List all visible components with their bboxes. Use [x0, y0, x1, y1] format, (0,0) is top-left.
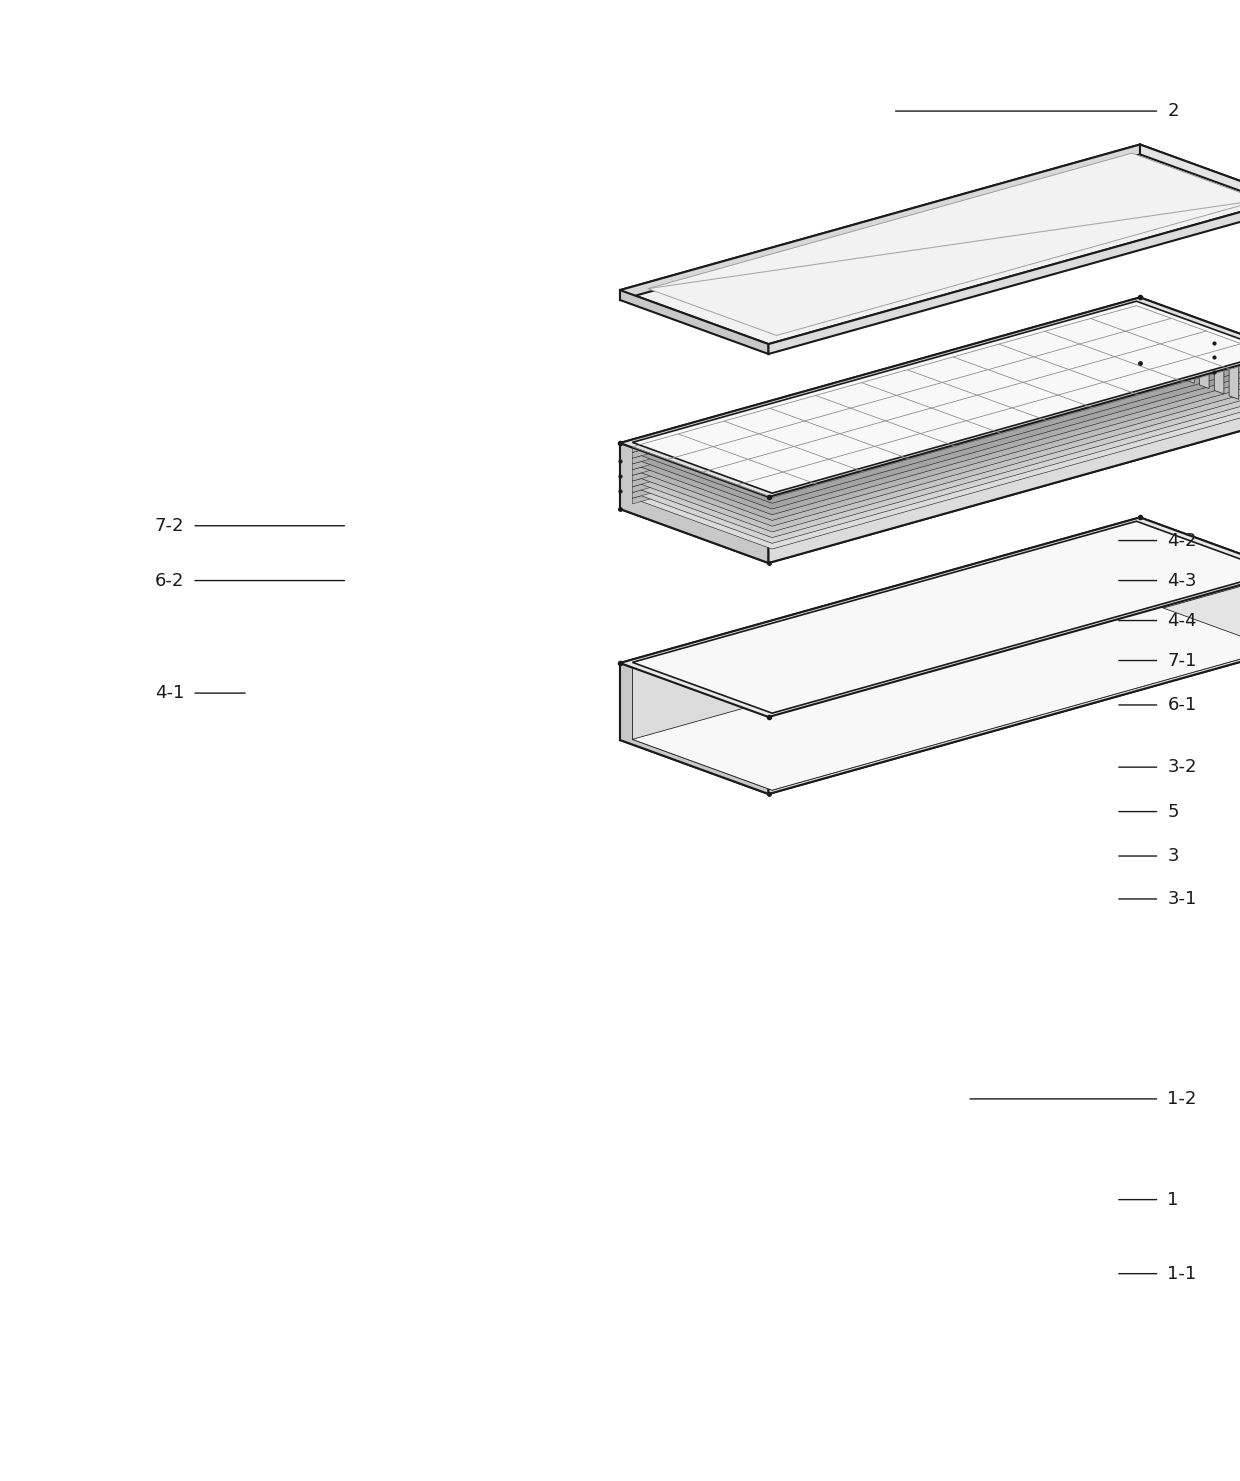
Polygon shape [632, 311, 1240, 504]
Polygon shape [632, 335, 1240, 526]
Text: 2: 2 [1167, 102, 1179, 120]
Polygon shape [620, 145, 1140, 301]
Polygon shape [632, 323, 1240, 515]
Polygon shape [620, 443, 769, 563]
Polygon shape [769, 572, 1240, 794]
Polygon shape [1192, 318, 1209, 324]
Polygon shape [1169, 308, 1179, 378]
Polygon shape [1184, 314, 1194, 384]
Polygon shape [1140, 145, 1240, 209]
Polygon shape [620, 517, 1240, 717]
Polygon shape [1140, 517, 1240, 649]
Text: 1-1: 1-1 [1167, 1265, 1197, 1283]
Polygon shape [632, 329, 1240, 520]
Polygon shape [632, 345, 1136, 493]
Polygon shape [1140, 298, 1240, 418]
Polygon shape [632, 317, 1240, 509]
Text: 3: 3 [1167, 847, 1179, 865]
Polygon shape [620, 663, 769, 794]
Polygon shape [769, 351, 1240, 563]
Polygon shape [632, 351, 1136, 498]
Text: 4-1: 4-1 [155, 684, 185, 702]
Text: 1: 1 [1167, 1191, 1179, 1208]
Polygon shape [632, 335, 1136, 481]
Text: 4-2: 4-2 [1167, 532, 1197, 549]
Polygon shape [632, 305, 1136, 453]
Polygon shape [632, 526, 1136, 739]
Polygon shape [1154, 302, 1164, 372]
Text: 6-1: 6-1 [1167, 696, 1197, 714]
Polygon shape [1136, 526, 1240, 649]
Text: 3-2: 3-2 [1167, 758, 1197, 776]
Polygon shape [632, 666, 773, 791]
Polygon shape [632, 301, 1240, 493]
Polygon shape [1221, 330, 1239, 336]
Polygon shape [632, 351, 1240, 544]
Polygon shape [632, 329, 1136, 475]
Polygon shape [632, 305, 1240, 498]
Polygon shape [769, 198, 1240, 354]
Polygon shape [1199, 318, 1209, 388]
Polygon shape [1132, 298, 1149, 304]
Text: 6-2: 6-2 [155, 572, 185, 589]
Polygon shape [632, 345, 1240, 538]
Polygon shape [620, 594, 1240, 794]
Polygon shape [632, 323, 1136, 469]
Polygon shape [620, 298, 1240, 498]
Polygon shape [1177, 314, 1194, 320]
Polygon shape [620, 517, 1140, 740]
Text: 3-1: 3-1 [1167, 890, 1197, 908]
Polygon shape [632, 341, 1240, 532]
Polygon shape [620, 363, 1240, 563]
Text: 5: 5 [1167, 803, 1179, 820]
Polygon shape [647, 153, 1240, 336]
Polygon shape [632, 311, 1136, 458]
Text: 1-2: 1-2 [1167, 1090, 1197, 1108]
Polygon shape [1147, 302, 1164, 308]
Text: 4-4: 4-4 [1167, 612, 1197, 629]
Polygon shape [1214, 324, 1224, 394]
Polygon shape [632, 341, 1136, 487]
Polygon shape [1162, 308, 1179, 314]
Polygon shape [632, 357, 1136, 504]
Polygon shape [1207, 324, 1224, 330]
Text: 4-3: 4-3 [1167, 572, 1197, 589]
Polygon shape [632, 598, 1240, 791]
Polygon shape [632, 521, 1240, 714]
Polygon shape [773, 576, 1240, 791]
Text: 7-1: 7-1 [1167, 652, 1197, 669]
Polygon shape [620, 145, 1240, 344]
Polygon shape [1140, 298, 1149, 367]
Polygon shape [620, 298, 1140, 509]
Text: 7-2: 7-2 [155, 517, 185, 535]
Polygon shape [1229, 330, 1239, 400]
Polygon shape [632, 317, 1136, 464]
Polygon shape [1236, 335, 1240, 341]
Polygon shape [632, 357, 1240, 549]
Polygon shape [620, 290, 769, 354]
